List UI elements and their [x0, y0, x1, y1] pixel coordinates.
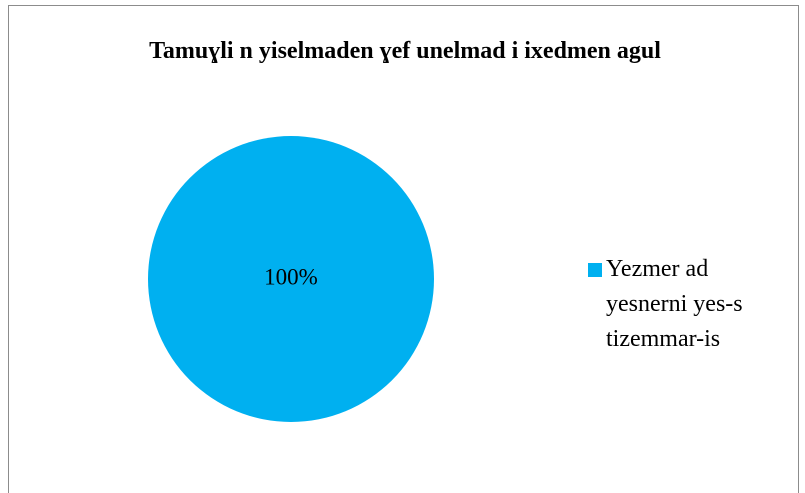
legend: Yezmer ad yesnerni yes-s tizemmar-is — [588, 252, 776, 357]
data-label: 100% — [264, 264, 318, 289]
legend-label: Yezmer ad yesnerni yes-s tizemmar-is — [606, 256, 743, 352]
chart-title: Tamuɣli n yiselmaden ɣef unelmad i ixedm… — [149, 38, 661, 64]
chart-frame — [8, 5, 799, 493]
pie-slice — [148, 136, 434, 422]
legend-item: Yezmer ad yesnerni yes-s tizemmar-is — [588, 252, 776, 357]
legend-swatch — [588, 263, 602, 277]
